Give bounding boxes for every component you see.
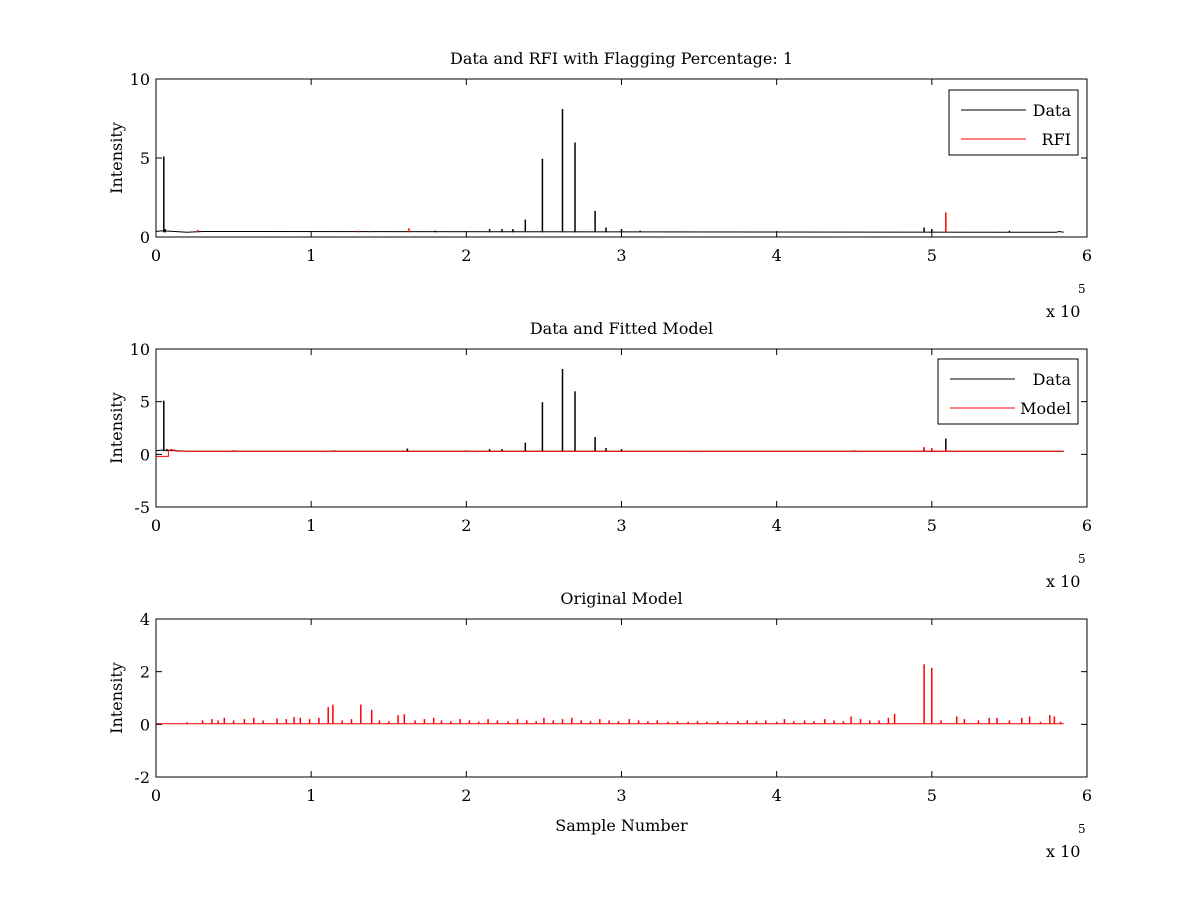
legend: Data Model [937,358,1079,425]
x-tick-label: 1 [306,786,316,805]
x-tick-label: 5 [927,246,937,265]
x-multiplier-base: x 10 [1046,572,1080,591]
chart-title: Data and Fitted Model [530,319,713,338]
x-tick-label: 3 [616,246,626,265]
x-multiplier-exponent: 5 [1078,282,1086,296]
x-tick-label: 6 [1082,246,1092,265]
x-tick-label: 5 [927,516,937,535]
series-group [156,109,1064,233]
x-tick-label: 6 [1082,516,1092,535]
y-tick-label: 0 [140,715,150,734]
y-tick-label: 0 [140,228,150,247]
x-tick-label: 1 [306,516,316,535]
model-line [156,449,1064,457]
x-tick-label: 1 [306,246,316,265]
x-tick-label: 0 [151,786,161,805]
legend-label-data: Data [1033,370,1072,389]
x-multiplier-exponent: 5 [1078,822,1086,836]
y-tick-label: 5 [140,149,150,168]
chart-title: Data and RFI with Flagging Percentage: 1 [450,49,793,68]
y-tick-label: 4 [140,610,150,629]
y-tick-label: -2 [134,768,150,787]
y-tick-label: -5 [134,498,150,517]
x-tick-label: 4 [772,246,782,265]
data-line [156,230,1064,233]
x-tick-label: 2 [461,516,471,535]
y-tick-label: 5 [140,393,150,412]
x-multiplier-exponent: 5 [1078,552,1086,566]
legend-label-data: Data [1033,101,1072,120]
subplot-1: 0 1 2 3 4 5 6 0 5 10 Data and RFI with Flagging Pe… [107,49,1092,321]
legend-box [937,358,1079,425]
series-group [156,369,1064,457]
x-tick-label: 3 [616,786,626,805]
y-tick-label: 10 [130,70,150,89]
legend-label-model: Model [1020,399,1071,418]
x-tick-label: 4 [772,516,782,535]
x-tick-label: 5 [927,786,937,805]
x-tick-label: 2 [461,786,471,805]
y-axis-label: Intensity [107,122,126,194]
y-tick-label: 2 [140,663,150,682]
legend-box [948,89,1079,156]
y-axis-label: Intensity [107,662,126,734]
x-tick-label: 4 [772,786,782,805]
y-axis-label: Intensity [107,392,126,464]
x-tick-label: 0 [151,516,161,535]
legend: Data RFI [948,89,1079,156]
x-tick-label: 2 [461,246,471,265]
legend-label-rfi: RFI [1042,130,1071,149]
x-tick-label: 3 [616,516,626,535]
x-tick-label: 0 [151,246,161,265]
x-multiplier-base: x 10 [1046,842,1080,861]
y-tick-label: 10 [130,340,150,359]
y-tick-label: 0 [140,445,150,464]
chart-title: Original Model [560,589,682,608]
x-multiplier-base: x 10 [1046,302,1080,321]
x-tick-label: 6 [1082,786,1092,805]
series-group [156,664,1064,725]
x-axis-label: Sample Number [555,816,688,835]
